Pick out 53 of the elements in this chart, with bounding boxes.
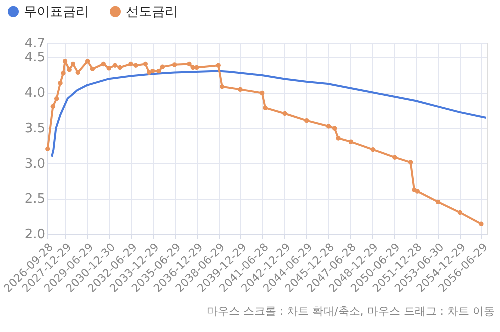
point — [326, 124, 332, 129]
point — [220, 84, 225, 90]
point — [479, 222, 484, 226]
point — [134, 63, 138, 68]
point — [118, 65, 122, 70]
y-tick-label: 2.0 — [24, 228, 46, 242]
line-series — [51, 70, 488, 158]
point — [70, 62, 76, 67]
text: 마우스 스크롤 : 차트 확대/축소, 마우스 드래그 : 차트 이동 — [206, 305, 495, 318]
point — [90, 66, 96, 72]
point — [458, 210, 463, 216]
point — [156, 68, 162, 74]
point — [282, 111, 288, 116]
y-tick-label: 2.5 — [24, 192, 46, 208]
point — [436, 200, 441, 205]
point — [101, 62, 106, 67]
y-tick-label: 3.0 — [24, 156, 46, 172]
point — [216, 63, 221, 68]
point — [304, 118, 310, 124]
legend-label: 무이표금리 — [24, 4, 89, 20]
point — [263, 106, 268, 110]
y-tick-label: 4.5 — [24, 50, 46, 66]
point — [46, 146, 50, 152]
point — [160, 64, 166, 70]
point — [187, 62, 192, 67]
y-tick-label: 4.7 — [24, 36, 46, 52]
point — [85, 59, 90, 64]
point — [147, 70, 152, 76]
point — [392, 155, 398, 160]
point — [415, 189, 420, 194]
point — [128, 62, 134, 67]
point — [67, 68, 72, 72]
point — [332, 126, 338, 131]
y-tick-label: 4.0 — [24, 86, 46, 102]
point — [143, 62, 148, 67]
point — [106, 66, 112, 71]
point — [54, 96, 60, 102]
point — [172, 62, 178, 68]
point — [348, 140, 354, 144]
point — [112, 63, 118, 68]
point — [62, 59, 68, 64]
legend-label: 선도금리 — [126, 4, 178, 20]
point — [61, 71, 66, 76]
point — [238, 87, 243, 92]
point — [370, 147, 376, 152]
point — [76, 70, 80, 76]
y-tick-label: 3.5 — [24, 121, 46, 136]
point — [408, 160, 414, 165]
point — [150, 68, 156, 74]
point — [50, 104, 56, 110]
point — [260, 90, 265, 96]
point — [336, 136, 341, 141]
point — [58, 80, 63, 86]
